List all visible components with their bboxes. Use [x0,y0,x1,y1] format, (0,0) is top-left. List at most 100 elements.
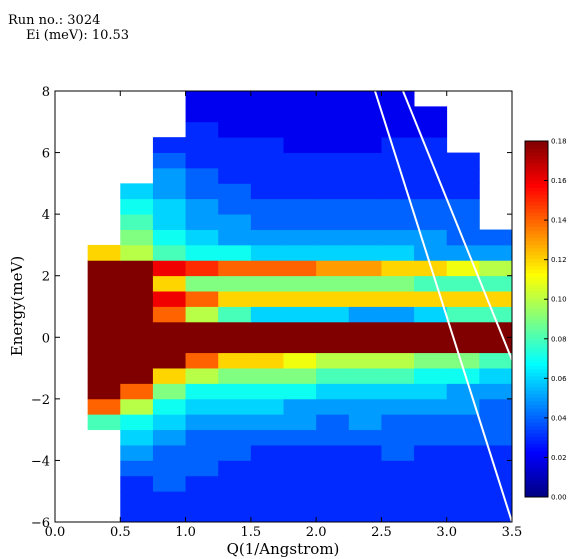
colorbar-step [525,315,548,320]
colorbar-step [525,422,548,427]
heat-cell [283,275,317,292]
heat-cell [120,306,154,323]
heat-cell [414,506,448,523]
heat-cell [381,106,415,123]
heat-cell [381,167,415,184]
heat-cell [87,398,121,415]
colorbar-step [525,165,548,170]
colorbar-step [525,397,548,402]
heat-cell [250,291,284,307]
heat-cell [185,398,219,415]
colorbar-step [525,464,548,470]
heat-cell [283,429,317,446]
heat-cell [185,352,219,369]
heat-cell [316,475,350,492]
heat-cell [283,506,317,523]
heat-cell [283,337,317,354]
heat-cell [414,183,448,200]
heat-cell [479,429,513,446]
x-tick-label: 3.0 [436,525,457,540]
colorbar-tick-label: 0.08 [551,335,567,343]
heat-cell [185,383,219,400]
colorbar-step [525,265,548,270]
heat-cell [250,198,284,215]
colorbar-step [525,436,548,441]
heat-cell [316,368,350,384]
heat-cell [316,414,350,431]
y-tick-label: −4 [31,454,50,469]
heat-cell [218,167,252,184]
colorbar-tick-label: 0.10 [551,296,567,304]
colorbar-step [525,230,548,235]
heat-cell [381,460,415,477]
heat-cell [283,152,317,169]
colorbar-step [525,336,548,341]
heat-cell [185,368,219,384]
heat-cell [250,398,284,415]
heat-cell [250,260,284,277]
heat-cell [348,321,382,338]
heat-cell [446,167,480,184]
colorbar-step [525,390,548,395]
heat-cell [250,121,284,138]
heat-cell [152,244,186,261]
heat-cell [316,167,350,184]
colorbar-step [525,155,548,160]
heat-cell [152,460,186,477]
heat-cell [283,460,317,477]
y-tick-label: 6 [42,147,50,162]
heat-cell [283,91,317,107]
heat-cell [185,137,219,153]
heat-cell [120,337,154,354]
colorbar-step [525,415,548,420]
colorbar-step [525,180,548,185]
heat-cell [283,167,317,184]
plot-frame [54,90,513,523]
colorbar-step [525,351,548,356]
heat-cell [381,383,415,400]
heat-cell [250,506,284,523]
heat-cell [120,506,154,523]
colorbar-step [525,340,548,345]
heat-cell [414,383,448,400]
heat-cell [185,460,219,477]
heat-cell [381,337,415,354]
colorbar-tick-label: 0.16 [551,177,567,185]
heat-cell [446,445,480,461]
heat-cell [348,368,382,384]
heat-cell [218,275,252,292]
colorbar-step [525,194,548,199]
heat-cell [283,198,317,215]
heat-cell [414,167,448,184]
heat-cell [479,229,513,246]
y-tick-label: 0 [42,331,50,346]
heat-cell [283,229,317,246]
heat-cell [316,291,350,307]
heat-cell [316,244,350,261]
colorbar-step [525,408,548,413]
heat-cell [348,91,382,107]
colorbar-step [525,354,548,359]
heat-cell [348,167,382,184]
heat-cell [348,121,382,138]
heat-cell [218,506,252,523]
heat-cell [250,429,284,446]
colorbar-step [525,269,548,274]
heat-cell [250,337,284,354]
colorbar-step [525,183,548,188]
heat-cell [185,321,219,338]
colorbar-step [525,493,548,498]
heat-cell [414,198,448,215]
heat-cell [120,260,154,277]
heat-cell [218,91,252,107]
heat-cell [120,291,154,307]
x-tick-label: 3.5 [502,525,523,540]
heat-cell [152,152,186,169]
heat-cell [120,275,154,292]
colorbar-step [525,222,548,227]
heat-cell [218,460,252,477]
colorbar [525,141,548,498]
heat-cell [185,91,219,107]
heat-cell [185,244,219,261]
heat-cell [414,429,448,446]
